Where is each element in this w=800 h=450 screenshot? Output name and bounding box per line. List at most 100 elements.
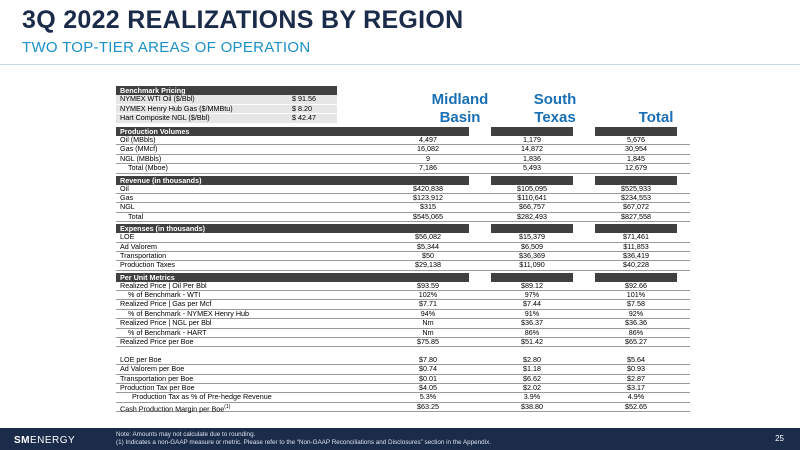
company-logo: SMENERGY bbox=[14, 435, 75, 446]
value-midland: 5.3% bbox=[419, 392, 437, 402]
row-label-text: Transportation per Boe bbox=[120, 373, 194, 383]
value-south-texas: $105,095 bbox=[517, 183, 547, 193]
row-label: LOE per Boe bbox=[120, 355, 162, 364]
section-header: Per Unit Metrics bbox=[116, 272, 690, 282]
value-total: 12,679 bbox=[625, 163, 647, 173]
value-total: $36,419 bbox=[623, 250, 649, 260]
table-row: Oil $420,838 $105,095 $525,933 bbox=[116, 183, 690, 194]
value-south-texas: $6.62 bbox=[523, 373, 541, 383]
value-south-texas: $15,379 bbox=[519, 232, 545, 242]
row-label: Realized Price | Oil Per Bbl bbox=[120, 280, 207, 290]
value-south-texas: $36.37 bbox=[521, 318, 543, 328]
value-total: $67,072 bbox=[623, 202, 649, 212]
row-label: % of Benchmark - NYMEX Henry Hub bbox=[128, 309, 249, 318]
row-label-text: Total (Mboe) bbox=[128, 163, 168, 173]
value-total: 92% bbox=[628, 308, 644, 318]
row-label: NGL bbox=[120, 203, 135, 211]
table-row: Realized Price | Oil Per Bbl $93.59 $89.12… bbox=[116, 280, 690, 292]
value-total: $234,553 bbox=[621, 192, 651, 202]
row-label: Production Tax as % of Pre-hedge Revenue bbox=[132, 393, 272, 401]
value-south-texas: $36,369 bbox=[519, 250, 545, 260]
row-label-text: NGL bbox=[120, 202, 135, 212]
value-total: $52.65 bbox=[625, 401, 647, 411]
value-south-texas: 1,179 bbox=[523, 135, 541, 144]
table-row: Total $545,065 $282,493 $827,558 bbox=[116, 211, 690, 223]
column-header-line: Midland bbox=[431, 91, 489, 108]
row-label-text: Oil bbox=[120, 183, 129, 193]
section-header-cell bbox=[387, 272, 469, 282]
row-label: Oil (MBbls) bbox=[120, 135, 156, 144]
table-row: Realized Price | Gas per Mcf $7.71 $7.44 $7… bbox=[116, 299, 690, 310]
value-south-texas: 14,872 bbox=[521, 144, 543, 154]
value-total: $827,558 bbox=[621, 211, 651, 221]
value-south-texas: 5,493 bbox=[523, 163, 541, 173]
table-row: Transportation per Boe $0.01 $6.62 $2.87 bbox=[116, 373, 690, 384]
section-header-cell bbox=[595, 272, 677, 282]
benchmark-label: NYMEX Henry Hub Gas ($/MMBtu) bbox=[120, 103, 233, 113]
value-south-texas: $51.42 bbox=[521, 337, 543, 347]
value-midland: $93.59 bbox=[417, 280, 439, 290]
value-midland: $123,912 bbox=[413, 192, 443, 202]
value-midland: $315 bbox=[420, 202, 436, 212]
table-row: NGL (MBbls) 9 1,836 1,845 bbox=[116, 153, 690, 165]
section-header-cell bbox=[491, 224, 573, 234]
row-label-text: Production Tax per Boe bbox=[120, 382, 195, 392]
benchmark-pricing-table: Benchmark Pricing NYMEX WTI Oil ($/Bbl) … bbox=[116, 86, 337, 124]
section-header-cell bbox=[595, 175, 677, 185]
column-header-line: South bbox=[533, 91, 577, 108]
value-total: 86% bbox=[628, 327, 644, 337]
row-label-text: Production Tax as % of Pre-hedge Revenue bbox=[132, 392, 272, 402]
value-south-texas: $2.80 bbox=[523, 354, 541, 364]
value-midland: 7,186 bbox=[419, 163, 437, 173]
realizations-table: Production Volumes Oil (MBbls) 4,497 1,179 5… bbox=[116, 127, 690, 413]
value-total: $40,228 bbox=[623, 260, 649, 270]
value-south-texas: 97% bbox=[524, 290, 540, 300]
row-label: Oil bbox=[120, 183, 129, 193]
column-header-midland: Midland Basin bbox=[422, 91, 498, 127]
row-label: Production Tax per Boe bbox=[120, 382, 195, 392]
table-row: NGL $315 $66,757 $67,072 bbox=[116, 202, 690, 213]
row-label-text: Realized Price | NGL per Bbl bbox=[120, 318, 212, 328]
value-midland: $420,838 bbox=[413, 183, 443, 193]
row-label: Gas bbox=[120, 193, 133, 202]
value-total: 1,845 bbox=[627, 153, 645, 163]
value-total: 30,954 bbox=[625, 144, 647, 154]
value-south-texas: $7.44 bbox=[523, 299, 541, 309]
row-label: Ad Valorem per Boe bbox=[120, 365, 184, 373]
value-south-texas: $66,757 bbox=[519, 202, 545, 212]
value-south-texas: 3.9% bbox=[523, 392, 541, 402]
table-row: % of Benchmark - WTI 102% 97% 101% bbox=[116, 290, 690, 301]
value-midland: $7.71 bbox=[419, 299, 437, 309]
value-midland: $0.01 bbox=[419, 373, 437, 383]
table-row: % of Benchmark - NYMEX Henry Hub 94% 91% 92… bbox=[116, 308, 690, 320]
value-total: $65.27 bbox=[625, 337, 647, 347]
value-total: 101% bbox=[626, 290, 646, 300]
value-midland: 16,082 bbox=[417, 144, 439, 154]
benchmark-row: Hart Composite NGL ($/Bbl) $ 42.47 bbox=[116, 113, 337, 124]
page-number: 25 bbox=[775, 434, 784, 443]
table-row: Transportation $50 $36,369 $36,419 bbox=[116, 250, 690, 262]
section-header-cell bbox=[387, 224, 469, 234]
value-midland: $545,065 bbox=[413, 211, 443, 221]
row-label: Production Taxes bbox=[120, 261, 175, 269]
row-label-text: Realized Price | Oil Per Bbl bbox=[120, 280, 207, 290]
value-midland: $7.80 bbox=[419, 354, 437, 364]
table-row: LOE per Boe $7.80 $2.80 $5.64 bbox=[116, 354, 690, 366]
column-header-south-texas: South Texas bbox=[517, 91, 593, 127]
row-label: Ad Valorem bbox=[120, 242, 157, 251]
row-label: Realized Price per Boe bbox=[120, 337, 194, 346]
value-total: $0.93 bbox=[627, 364, 645, 374]
value-south-texas: $1.18 bbox=[523, 364, 541, 374]
row-label-text: Oil (MBbls) bbox=[120, 135, 156, 144]
benchmark-label: NYMEX WTI Oil ($/Bbl) bbox=[120, 94, 195, 103]
table-row: Gas $123,912 $110,641 $234,553 bbox=[116, 192, 690, 204]
value-south-texas: 91% bbox=[524, 308, 540, 318]
value-midland: $50 bbox=[422, 250, 434, 260]
footnote-non-gaap: (1) Indicates a non-GAAP measure or metr… bbox=[116, 438, 491, 446]
row-label-text: Realized Price | Gas per Mcf bbox=[120, 299, 212, 309]
value-total: 4.9% bbox=[627, 392, 645, 402]
value-south-texas: $89.12 bbox=[521, 280, 543, 290]
row-label: Realized Price | Gas per Mcf bbox=[120, 300, 211, 308]
value-midland: $5,344 bbox=[417, 241, 439, 251]
value-midland: Nm bbox=[422, 327, 434, 337]
